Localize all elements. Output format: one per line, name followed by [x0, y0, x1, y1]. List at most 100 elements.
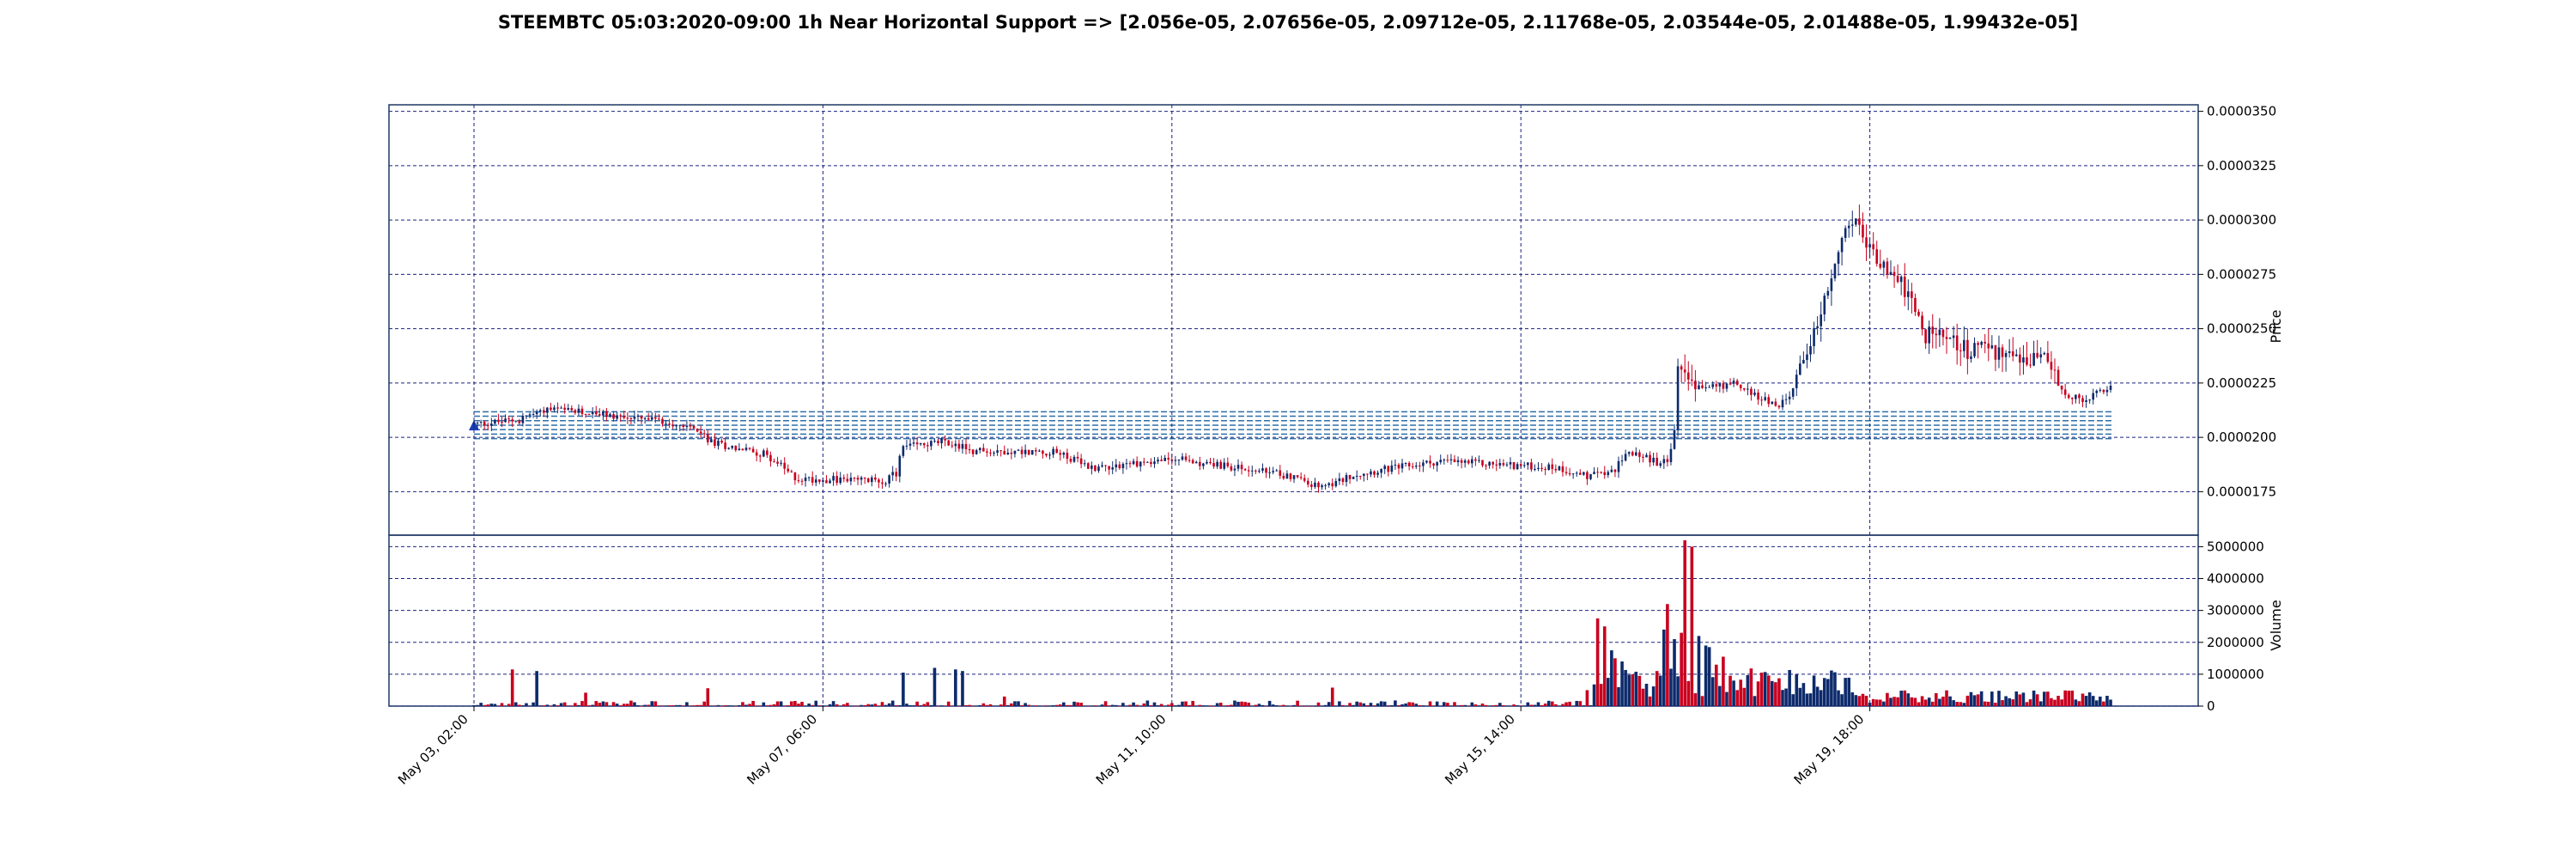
volume-bar — [2067, 691, 2071, 706]
volume-bar — [591, 704, 594, 706]
volume-bar — [1742, 687, 1747, 706]
candle-body — [1872, 244, 1874, 250]
candle-body — [1558, 466, 1561, 471]
volume-bar — [486, 704, 490, 706]
volume-bar — [1358, 702, 1363, 706]
candle-body — [1537, 467, 1540, 469]
volume-bar — [1446, 703, 1449, 706]
candle-body — [668, 423, 671, 425]
candle-body — [1453, 459, 1456, 463]
candle-body — [755, 452, 758, 456]
candle-body — [825, 480, 828, 484]
volume-bar — [1753, 696, 1757, 706]
volume-bar — [933, 667, 937, 706]
volume-bar — [1516, 705, 1519, 706]
candle-body — [1048, 454, 1051, 456]
candle-body — [1659, 463, 1662, 466]
volume-bar — [2014, 691, 2019, 706]
volume-bar — [1215, 703, 1219, 706]
candle-body — [832, 476, 835, 481]
candle-body — [842, 477, 846, 479]
volume-bar — [1372, 705, 1376, 706]
volume-bar — [692, 705, 696, 706]
volume-bar — [992, 705, 996, 707]
candle-body — [1924, 329, 1927, 344]
candle-body — [1310, 484, 1313, 487]
volume-bar — [677, 704, 682, 706]
candle-body — [1928, 326, 1930, 344]
candle-body — [616, 415, 618, 419]
volume-bar — [535, 671, 538, 706]
candle-body — [933, 441, 936, 442]
volume-bar — [1592, 684, 1596, 706]
candle-body — [1456, 460, 1460, 463]
candle-body — [807, 477, 811, 478]
candle-body — [1649, 454, 1651, 463]
candle-body — [1230, 466, 1233, 471]
volume-bar — [689, 705, 692, 707]
volume-bar — [1460, 704, 1463, 706]
candle-body — [1142, 461, 1145, 463]
candle-body — [1366, 473, 1369, 475]
volume-bar — [1327, 702, 1331, 706]
candle-body — [1299, 477, 1303, 478]
volume-bar — [1142, 703, 1146, 706]
volume-bar — [898, 704, 902, 706]
volume-bar — [1938, 698, 1941, 706]
volume-bar — [887, 703, 891, 706]
volume-bar — [598, 703, 602, 706]
volume-bar — [629, 700, 633, 706]
candle-body — [2105, 389, 2109, 393]
volume-bar — [503, 705, 507, 707]
volume-bar — [518, 704, 521, 706]
volume-bar — [1054, 704, 1059, 706]
candle-body — [720, 441, 723, 443]
candle-body — [986, 451, 988, 453]
volume-bar — [1100, 704, 1104, 706]
candle-body — [881, 482, 884, 484]
volume-bar — [1948, 696, 1952, 706]
volume-bar — [1955, 702, 1959, 706]
candle-body — [1777, 405, 1781, 408]
candle-body — [1527, 462, 1529, 466]
candle-body — [1314, 482, 1316, 487]
volume-bar — [968, 704, 971, 706]
volume-bar — [1198, 704, 1202, 706]
candle-body — [1233, 468, 1236, 471]
volume-bar — [1714, 664, 1718, 706]
volume-bar — [2105, 696, 2109, 706]
volume-tick-label: 3000000 — [2207, 603, 2264, 618]
candle-body — [1275, 470, 1279, 472]
volume-bar — [2077, 701, 2081, 706]
volume-bar — [1864, 695, 1868, 706]
candle-body — [1086, 463, 1090, 469]
volume-bar — [1278, 705, 1282, 706]
volume-bar — [1027, 704, 1030, 706]
candle-body — [1561, 466, 1564, 472]
candle-body — [1003, 450, 1006, 455]
candle-body — [951, 445, 954, 447]
candle-body — [1160, 460, 1163, 461]
price-tick-label: 0.0000350 — [2207, 104, 2276, 119]
candle-body — [507, 418, 510, 420]
candle-body — [902, 446, 905, 456]
candle-body — [1547, 464, 1551, 471]
candle-body — [818, 479, 821, 482]
price-tick-label: 0.0000225 — [2207, 375, 2276, 391]
candle-body — [2039, 354, 2043, 358]
volume-bar — [797, 704, 800, 706]
volume-bar — [682, 705, 685, 706]
candle-body — [1467, 460, 1470, 464]
price-tick-label: 0.0000300 — [2207, 212, 2276, 228]
volume-bar — [513, 702, 518, 706]
volume-bar — [577, 704, 580, 706]
candle-body — [1837, 252, 1840, 265]
candle-body — [1680, 366, 1683, 370]
candle-body — [1911, 291, 1913, 298]
volume-bar — [738, 704, 741, 706]
candle-body — [888, 475, 890, 484]
candle-body — [1879, 264, 1882, 268]
candle-body — [1030, 450, 1034, 455]
volume-bar — [1561, 704, 1564, 706]
volume-bar — [1299, 705, 1303, 707]
